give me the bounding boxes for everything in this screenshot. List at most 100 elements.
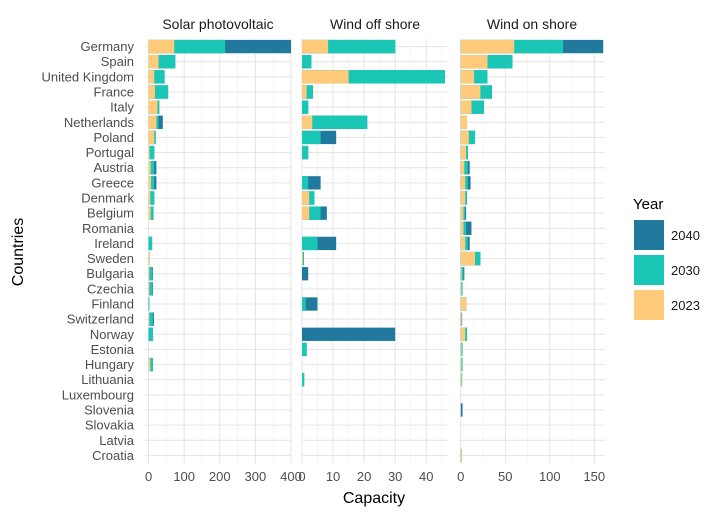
y-tick-label-luxembourg: Luxembourg [62,387,134,402]
x-tick-label: 20 [357,469,371,484]
y-tick-label-austria: Austria [94,160,135,175]
bar-wind-on-shore-estonia-2030 [460,342,463,357]
bar-wind-off-shore-ireland-2030 [302,236,318,251]
bar-wind-on-shore-belgium-2023 [460,206,464,220]
y-tick-label-slovenia: Slovenia [84,403,135,418]
bar-solar-photovoltaic-spain-2023 [148,55,159,69]
x-tick-label: 50 [498,469,512,484]
bar-solar-photovoltaic-finland-2030 [148,297,150,311]
bar-solar-photovoltaic-belgium-2023 [148,206,151,220]
bar-wind-off-shore-finland-2040 [302,297,318,311]
panel-solar-photovoltaic: Solar photovoltaic 0 100 200 300 400 [145,16,302,484]
bar-wind-on-shore-estonia-2023 [460,342,462,357]
bar-wind-off-shore-bulgaria-2040 [302,267,309,281]
bar-wind-on-shore-hungary-2030 [460,357,463,372]
bar-solar-photovoltaic-denmark-2023 [148,191,151,205]
bar-solar-photovoltaic-hungary-2030 [148,357,153,372]
bar-wind-on-shore-czechia-2023 [460,282,462,296]
bar-wind-on-shore-norway-2023 [460,327,466,341]
bar-wind-on-shore-bulgaria-2030 [460,267,464,281]
bar-wind-off-shore-netherlands-2030 [302,115,368,129]
x-axis-title: Capacity [343,490,405,507]
y-tick-label-finland: Finland [91,297,134,312]
y-tick-label-portugal: Portugal [86,145,135,160]
x-tick-label: 100 [173,469,195,484]
bar-solar-photovoltaic-greece-2030 [148,176,155,190]
panel-wind-on-shore: Wind on shore 0 50 100 150 [457,16,605,484]
y-tick-label-netherlands: Netherlands [64,115,135,130]
x-tick-label: 0 [457,469,464,484]
y-tick-label-bulgaria: Bulgaria [86,266,134,281]
y-tick-label-romania: Romania [82,221,135,236]
x-tick-label: 150 [583,469,605,484]
bar-wind-off-shore-portugal-2030 [302,145,309,160]
x-ticks-wind-off-shore: 0 10 20 30 40 [298,469,433,484]
y-tick-label-france: France [94,85,134,100]
grid-wind-off-shore [301,39,448,463]
x-tick-label: 0 [298,469,305,484]
bar-solar-photovoltaic-united-kingdom-2023 [148,70,155,84]
legend-title: Year [633,196,663,213]
bar-solar-photovoltaic-norway-2030 [148,327,153,341]
bar-solar-photovoltaic-germany-2023 [148,39,175,54]
legend-label-2040: 2040 [671,228,700,243]
bar-solar-photovoltaic-czechia-2030 [148,282,153,296]
bars-solar-photovoltaic [148,39,291,372]
bar-wind-on-shore-czechia-2030 [460,282,463,296]
legend: Year 2040 2030 2023 [633,196,700,320]
bar-wind-off-shore-united-kingdom-2023 [302,70,349,84]
y-tick-label-denmark: Denmark [81,191,134,206]
bar-solar-photovoltaic-sweden-2023 [148,251,150,266]
y-tick-label-spain: Spain [101,54,134,69]
bar-wind-on-shore-austria-2023 [460,161,465,175]
bar-solar-photovoltaic-greece-2023 [148,176,152,190]
y-tick-label-norway: Norway [90,327,135,342]
y-tick-label-italy: Italy [110,100,134,115]
bar-wind-on-shore-greece-2023 [460,176,466,190]
facet-title-wind-on-shore: Wind on shore [487,16,577,32]
bar-wind-on-shore-finland-2023 [460,297,467,311]
bar-wind-off-shore-greece-2030 [302,176,309,190]
bar-wind-off-shore-netherlands-2023 [302,115,313,129]
bar-wind-off-shore-france-2030 [302,85,313,99]
bar-solar-photovoltaic-austria-2023 [148,161,151,175]
bar-solar-photovoltaic-bulgaria-2030 [148,267,153,281]
bar-wind-on-shore-ireland-2023 [460,236,466,251]
y-tick-label-greece: Greece [91,175,134,190]
bar-solar-photovoltaic-denmark-2030 [148,191,155,205]
legend-key-2023 [634,290,664,320]
x-tick-label: 300 [245,469,267,484]
bar-solar-photovoltaic-austria-2030 [148,161,155,175]
bar-wind-on-shore-hungary-2023 [460,357,462,372]
bar-wind-on-shore-slovenia-2040 [460,403,463,417]
x-tick-label: 400 [280,469,302,484]
y-tick-label-ireland: Ireland [94,236,134,251]
bar-wind-on-shore-lithuania-2023 [460,373,462,387]
bar-wind-off-shore-lithuania-2030 [302,373,305,387]
y-tick-label-united-kingdom: United Kingdom [42,69,135,84]
bar-wind-on-shore-bulgaria-2023 [460,267,462,281]
bar-wind-on-shore-portugal-2023 [460,145,467,160]
bar-solar-photovoltaic-switzerland-2030 [148,312,153,326]
bar-solar-photovoltaic-italy-2023 [148,100,158,114]
bar-wind-off-shore-italy-2030 [302,100,309,114]
bar-wind-on-shore-italy-2023 [460,100,472,114]
bars-wind-off-shore [302,39,445,387]
y-tick-label-switzerland: Switzerland [67,312,134,327]
bar-wind-off-shore-denmark-2023 [302,191,310,205]
bar-wind-on-shore-romania-2023 [460,221,464,235]
bar-wind-off-shore-poland-2030 [302,130,321,145]
y-tick-label-croatia: Croatia [92,448,135,463]
bar-solar-photovoltaic-portugal-2023 [148,145,150,160]
bar-wind-on-shore-sweden-2023 [460,251,476,266]
bar-wind-off-shore-sweden-2023 [302,251,303,266]
bar-wind-on-shore-netherlands-2023 [460,115,468,129]
bar-wind-off-shore-norway-2040 [302,327,396,341]
bar-wind-off-shore-spain-2030 [302,55,312,69]
bar-wind-on-shore-denmark-2023 [460,191,466,205]
bar-solar-photovoltaic-czechia-2023 [148,282,150,296]
x-ticks-wind-on-shore: 0 50 100 150 [457,469,605,484]
